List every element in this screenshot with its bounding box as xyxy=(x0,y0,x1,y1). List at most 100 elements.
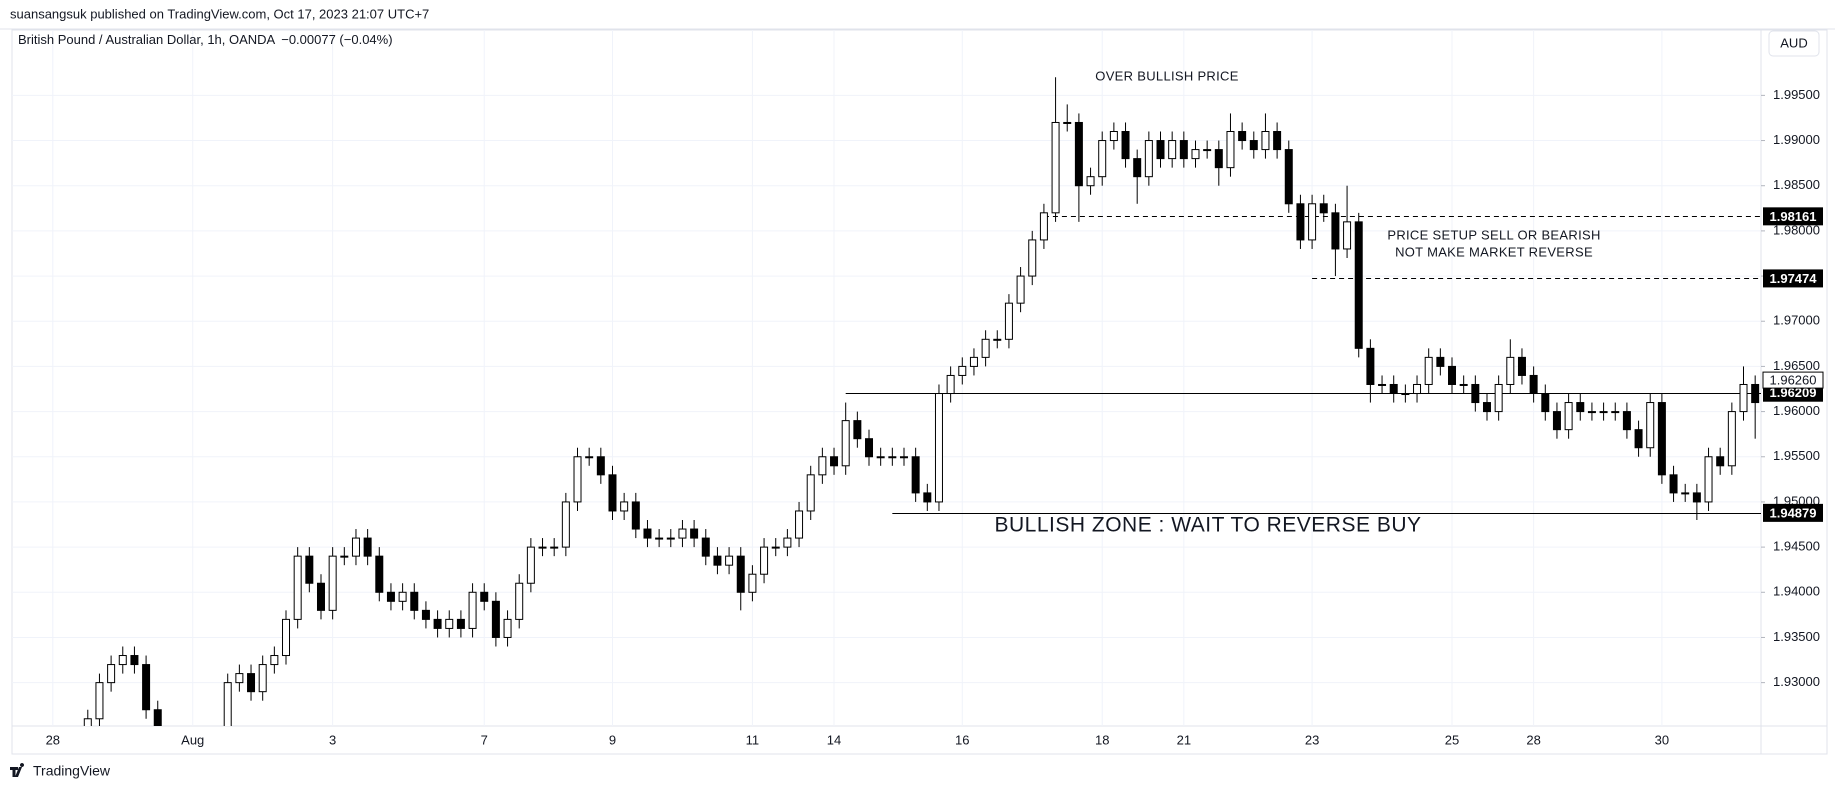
candle-body xyxy=(1063,121,1072,124)
candle-body xyxy=(631,501,640,530)
candle-body xyxy=(1226,131,1235,169)
candle-body xyxy=(876,456,885,459)
candle-body xyxy=(899,456,908,459)
candle-body xyxy=(456,618,465,629)
candle-body xyxy=(1284,149,1293,205)
candle-body xyxy=(1028,239,1037,277)
y-tick-label: 1.99000 xyxy=(1773,132,1820,147)
candle-body xyxy=(1681,492,1690,495)
logo-mark xyxy=(10,763,25,777)
candle-body xyxy=(293,555,302,620)
footer-logo: TradingView xyxy=(10,763,111,779)
candle-body xyxy=(1308,203,1317,241)
x-tick-label: 28 xyxy=(1526,732,1540,747)
x-tick-label: 23 xyxy=(1305,732,1319,747)
symbol-legend: British Pound / Australian Dollar, 1h, O… xyxy=(18,32,393,47)
candle-body xyxy=(235,673,244,684)
candle-body xyxy=(783,537,792,548)
candle-body xyxy=(1751,383,1760,404)
candle-body xyxy=(585,456,594,459)
candle-body xyxy=(410,591,419,611)
candle-body xyxy=(1168,140,1177,160)
last-price-box xyxy=(1762,371,1824,389)
symbol-title: British Pound / Australian Dollar, 1h, O… xyxy=(18,32,276,47)
candle-body xyxy=(725,555,734,566)
candle-body xyxy=(573,456,582,503)
candle-body xyxy=(1413,383,1422,395)
candle-body xyxy=(1378,383,1387,386)
x-tick-label: 18 xyxy=(1095,732,1109,747)
candle-body xyxy=(1366,347,1375,385)
candle-body xyxy=(958,365,967,376)
candle-body xyxy=(993,338,1002,341)
candle-body xyxy=(1657,402,1666,476)
candle-body xyxy=(95,682,104,720)
candle-body xyxy=(748,573,757,593)
chart-annotation: OVER BULLISH PRICE xyxy=(1095,68,1238,83)
candle-body xyxy=(865,438,874,458)
candle-body xyxy=(1109,131,1118,142)
candle-body xyxy=(1051,121,1060,214)
candle-body xyxy=(1203,149,1212,152)
x-tick-label: 3 xyxy=(329,732,336,747)
candle-body xyxy=(561,501,570,548)
candle-body xyxy=(375,555,384,593)
candle-body xyxy=(596,456,605,476)
candle-body xyxy=(1331,212,1340,250)
x-tick-label: 9 xyxy=(609,732,616,747)
candle-body xyxy=(666,537,675,540)
candle-body xyxy=(1576,402,1585,413)
candle-body xyxy=(1179,140,1188,160)
candle-body xyxy=(1704,456,1713,503)
candle-body xyxy=(515,582,524,620)
chart-frame xyxy=(11,29,1828,755)
candle-body xyxy=(118,655,127,666)
y-tick-label: 1.98000 xyxy=(1773,222,1820,237)
candle-body xyxy=(491,600,500,638)
candle-body xyxy=(911,456,920,494)
candle-body xyxy=(1343,221,1352,250)
candle-body xyxy=(1494,383,1503,413)
candle-body xyxy=(1541,393,1550,413)
candle-body xyxy=(643,528,652,539)
candle-body xyxy=(1634,429,1643,449)
candle-body xyxy=(678,528,687,539)
candle-body xyxy=(1692,492,1701,503)
candle-body xyxy=(1517,356,1526,376)
candle-body xyxy=(1552,411,1561,431)
candle-body xyxy=(1133,158,1142,178)
candle-body xyxy=(736,555,745,593)
candle-body xyxy=(690,528,699,539)
candle-body xyxy=(1646,402,1655,449)
candle-body xyxy=(1261,131,1270,151)
candle-body xyxy=(1448,365,1457,385)
candle-body xyxy=(1599,411,1608,414)
candle-body xyxy=(223,682,232,726)
chart-annotation: NOT MAKE MARKET REVERSE xyxy=(1395,244,1593,259)
candle-body xyxy=(1319,203,1328,214)
candle-body xyxy=(1098,140,1107,178)
last-price-label: 1.96260 xyxy=(1770,373,1817,388)
currency-label[interactable]: AUD xyxy=(1780,35,1807,50)
candle-body xyxy=(305,555,314,584)
candle-body xyxy=(247,673,256,693)
level-price-label: 1.98161 xyxy=(1770,209,1817,224)
candle-body xyxy=(142,664,151,711)
candle-body xyxy=(282,618,291,657)
y-tick-label: 1.94000 xyxy=(1773,584,1820,599)
candle-body xyxy=(806,474,815,512)
candle-body xyxy=(550,546,559,549)
y-tick-label: 1.96500 xyxy=(1773,358,1820,373)
candle-body xyxy=(340,555,349,558)
currency-button[interactable] xyxy=(1768,30,1820,57)
y-tick-label: 1.93500 xyxy=(1773,629,1820,644)
y-tick-label: 1.98500 xyxy=(1773,177,1820,192)
candle-body xyxy=(445,618,454,629)
level-price-label: 1.94879 xyxy=(1770,505,1817,520)
candle-body xyxy=(1156,140,1165,160)
candle-body xyxy=(1436,356,1445,367)
candle-body xyxy=(1191,149,1200,160)
chart-annotation: BULLISH ZONE : WAIT TO REVERSE BUY xyxy=(995,514,1422,537)
grid xyxy=(12,30,1761,726)
